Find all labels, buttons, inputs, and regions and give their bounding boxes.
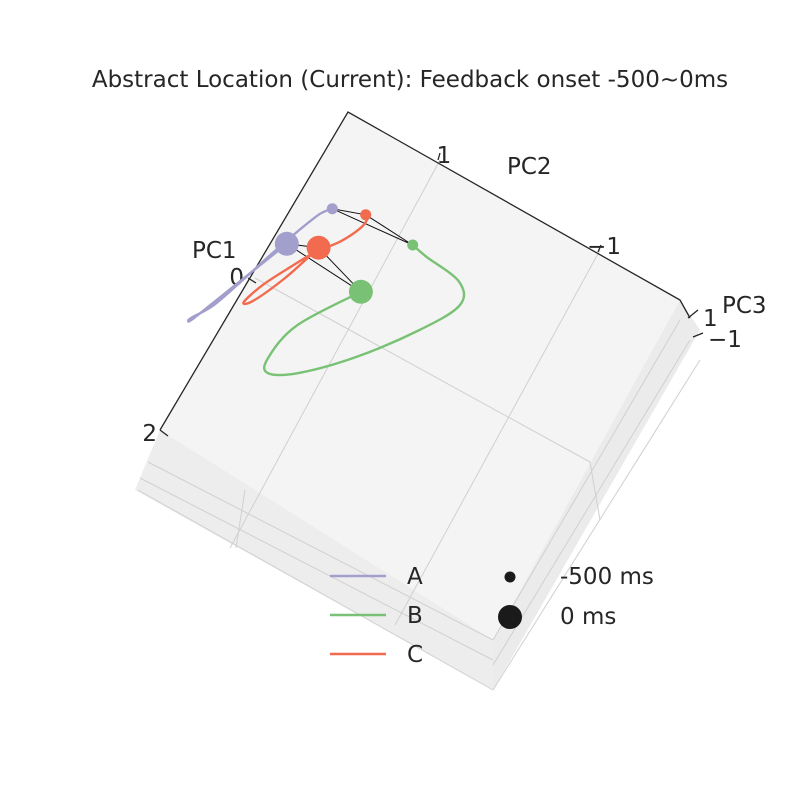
grid-line <box>147 461 494 641</box>
legend-marker-start <box>504 571 516 583</box>
legend-label-c: C <box>407 642 423 668</box>
time-markers <box>274 203 419 304</box>
legend-marker-end <box>498 605 522 629</box>
series-lines <box>186 207 466 377</box>
start-marker-c <box>360 209 372 221</box>
axis-label-pc1: PC1 <box>192 238 237 264</box>
grid-line <box>139 477 494 661</box>
legend-label-b: B <box>407 603 423 629</box>
axis-tick <box>159 429 169 437</box>
axis-tick <box>597 244 602 253</box>
start-connection <box>332 208 413 246</box>
legend-label-start: -500 ms <box>560 564 654 590</box>
front-pane <box>135 430 493 690</box>
axis-label-pc2: PC2 <box>507 154 552 180</box>
chart-legend: A B C -500 ms 0 ms <box>330 564 654 668</box>
chart-title: Abstract Location (Current): Feedback on… <box>92 67 728 93</box>
legend-label-end: 0 ms <box>560 604 616 630</box>
end-marker-c <box>306 235 331 260</box>
axis-tick <box>692 332 704 338</box>
legend-label-a: A <box>407 564 423 590</box>
tick-label-pc3-1: 1 <box>703 306 718 332</box>
connection-lines <box>286 208 413 293</box>
grid-lines <box>137 159 701 691</box>
grid-line <box>492 339 691 666</box>
grid-line <box>137 489 494 691</box>
grid-line <box>492 319 681 641</box>
series-line-a <box>186 207 333 323</box>
tick-label-pc2-neg1: −1 <box>587 234 621 260</box>
grid-line <box>492 359 701 691</box>
grid-line <box>254 277 591 463</box>
end-connection <box>286 243 362 293</box>
axis-label-pc3: PC3 <box>722 293 767 319</box>
tick-label-pc3-neg1: −1 <box>708 327 742 353</box>
axis-tick <box>437 152 441 161</box>
series-line-b <box>263 244 466 377</box>
grid-line <box>394 249 601 626</box>
grid-line <box>235 489 246 549</box>
tick-label-pc1-2: 2 <box>142 421 157 447</box>
end-marker-a <box>274 231 299 256</box>
axis-tick <box>247 277 257 284</box>
end-marker-b <box>348 279 373 304</box>
axis-tick <box>687 309 699 319</box>
start-marker-b <box>407 239 419 251</box>
start-marker-a <box>326 203 338 215</box>
grid-line <box>229 159 441 549</box>
series-line-c <box>242 214 369 306</box>
tick-label-pc1-0: 0 <box>229 265 244 291</box>
tick-label-pc2-1: 1 <box>437 143 452 169</box>
